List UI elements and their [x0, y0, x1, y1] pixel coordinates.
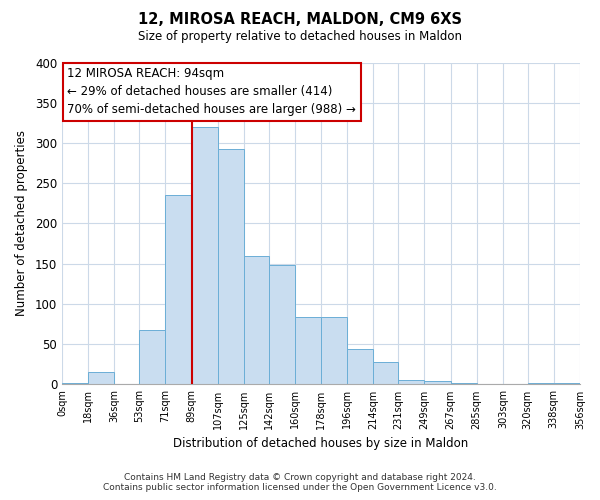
Bar: [62, 383, 88, 384]
Text: Contains HM Land Registry data © Crown copyright and database right 2024.
Contai: Contains HM Land Registry data © Crown c…: [103, 473, 497, 492]
Bar: [373, 362, 398, 384]
Bar: [269, 266, 295, 384]
Bar: [347, 349, 373, 384]
Bar: [166, 196, 191, 384]
Y-axis label: Number of detached properties: Number of detached properties: [15, 130, 28, 316]
Text: 12 MIROSA REACH: 94sqm
← 29% of detached houses are smaller (414)
70% of semi-de: 12 MIROSA REACH: 94sqm ← 29% of detached…: [67, 68, 356, 116]
Bar: [191, 127, 218, 384]
Bar: [451, 383, 477, 384]
Bar: [244, 256, 269, 384]
Bar: [218, 148, 244, 384]
X-axis label: Distribution of detached houses by size in Maldon: Distribution of detached houses by size …: [173, 437, 469, 450]
Bar: [321, 317, 347, 384]
Bar: [295, 317, 321, 384]
Bar: [139, 330, 166, 384]
Bar: [398, 380, 424, 384]
Text: 12, MIROSA REACH, MALDON, CM9 6XS: 12, MIROSA REACH, MALDON, CM9 6XS: [138, 12, 462, 28]
Bar: [88, 372, 115, 384]
Text: Size of property relative to detached houses in Maldon: Size of property relative to detached ho…: [138, 30, 462, 43]
Bar: [527, 383, 554, 384]
Bar: [424, 381, 451, 384]
Bar: [554, 383, 580, 384]
